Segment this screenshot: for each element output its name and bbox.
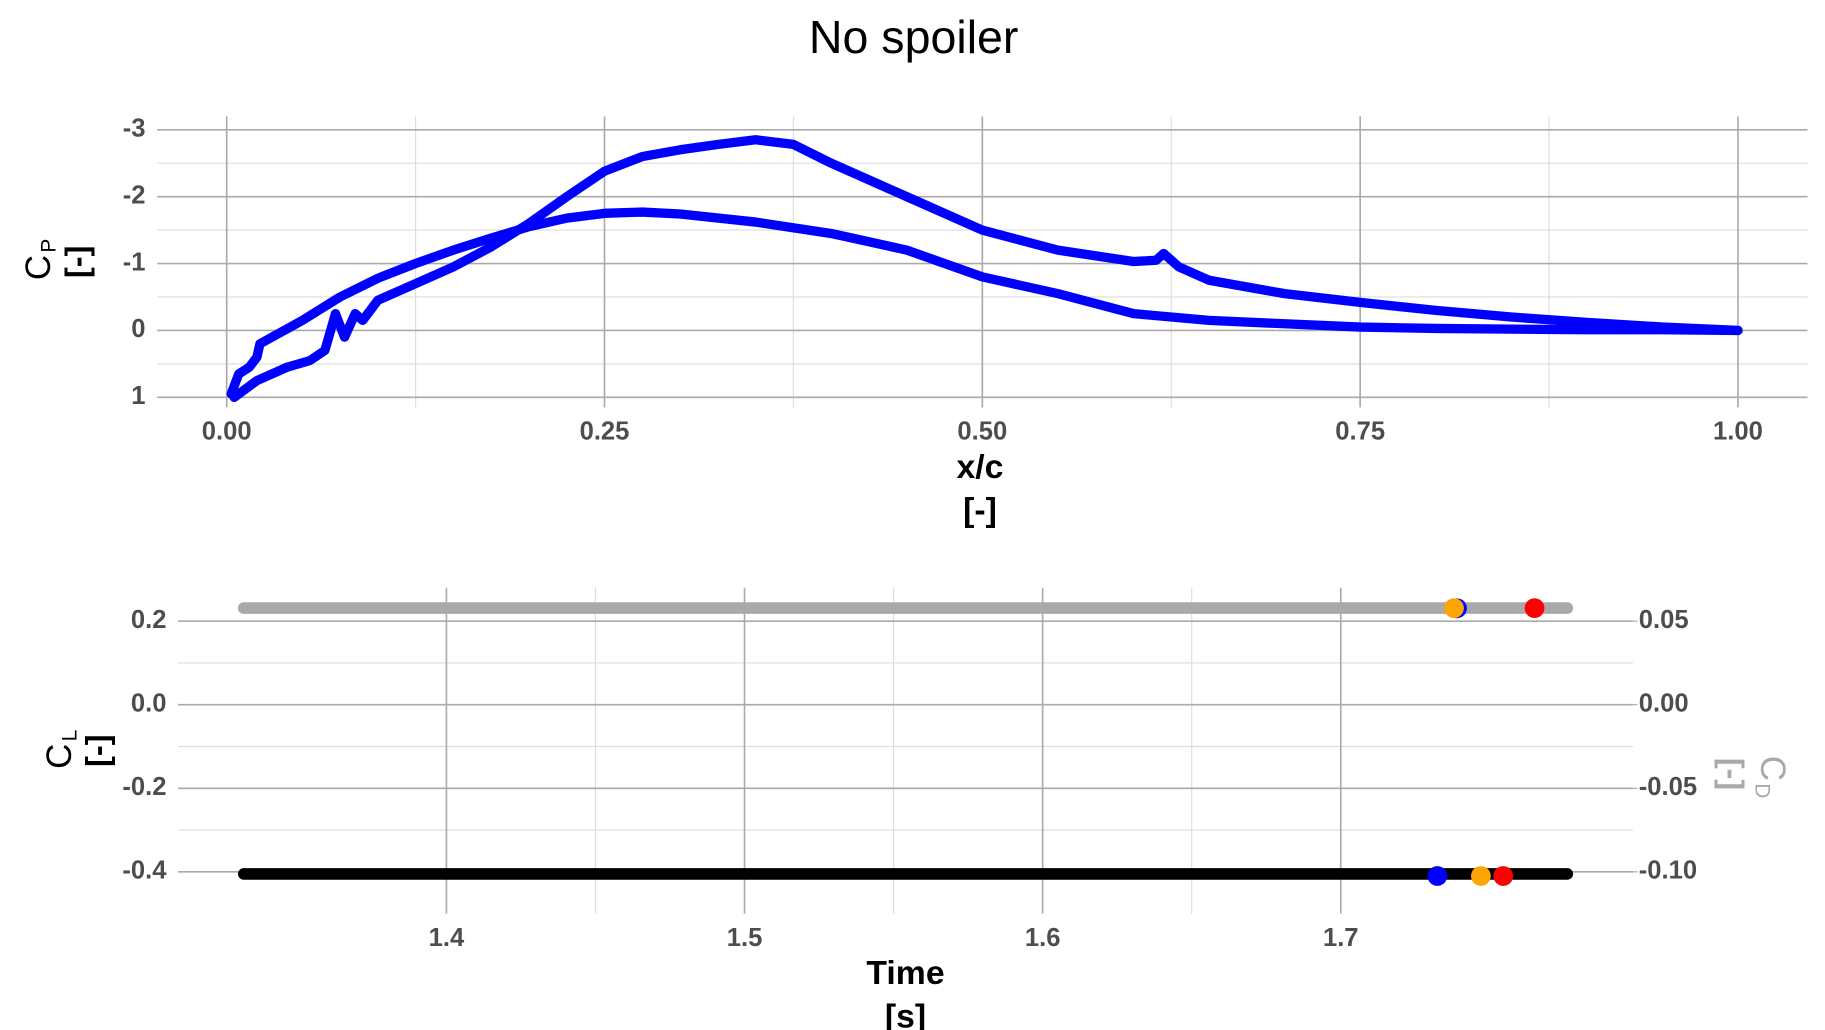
y2-tick-label: 0.00: [1639, 689, 1689, 717]
y-tick-label: 0: [131, 315, 145, 343]
point: [1444, 598, 1464, 619]
y-tick-label: 1: [131, 382, 145, 410]
grid: [157, 116, 1808, 408]
y-axis-unit: [-]: [80, 734, 116, 767]
y2-tick-label: -0.10: [1639, 857, 1697, 885]
x-tick-label: 1.7: [1323, 924, 1359, 952]
point: [1427, 866, 1448, 886]
y-axis-title: CL[-]: [40, 730, 116, 769]
y-axis-title-sub: L: [59, 730, 82, 742]
figure-title: No spoiler: [809, 11, 1019, 63]
x-tick-label: 0.00: [202, 418, 252, 446]
x-tick-label: 1.00: [1713, 418, 1763, 446]
point: [1493, 866, 1514, 886]
x-axis-title: Time: [866, 954, 944, 992]
y2-axis-title-main: C: [1753, 756, 1792, 781]
y-tick-label: -0.2: [122, 773, 166, 801]
x-tick-label: 0.25: [580, 418, 630, 446]
series-line: [226, 207, 1743, 399]
y-tick-label: -2: [123, 181, 146, 209]
x-axis-unit: [s]: [885, 997, 926, 1030]
y2-axis-title-sub: D: [1750, 783, 1773, 798]
y2-tick-label: 0.05: [1639, 606, 1689, 634]
y-axis-title-sub: P: [38, 239, 61, 253]
x-tick-label: 1.6: [1025, 924, 1061, 952]
x-axis-unit: [-]: [963, 491, 997, 529]
point: [1470, 866, 1491, 886]
x-tick-label: 0.50: [957, 418, 1007, 446]
y-tick-label: -1: [123, 248, 146, 276]
y-tick-label: 0.0: [131, 689, 167, 717]
y-axis-title-main: C: [19, 255, 58, 280]
series-line: [229, 135, 1743, 402]
y2-tick-label: -0.05: [1639, 773, 1697, 801]
chart: 1.4 1.5 1.6 1.7 -0.4 -0.2 0.0 0.2 -0.10 -0.05 0.00…: [40, 587, 1792, 1030]
y-axis-title: CP[-]: [19, 239, 95, 281]
x-tick-label: 1.4: [429, 924, 465, 952]
grid: [178, 587, 1633, 914]
x-axis-title: x/c: [957, 448, 1004, 486]
y-axis-unit: [-]: [59, 246, 95, 279]
point: [1524, 598, 1545, 619]
y-tick-label: -0.4: [122, 857, 167, 885]
y-tick-label: 0.2: [131, 606, 167, 634]
y-tick-label: -3: [123, 115, 146, 143]
y2-axis-unit: [-]: [1714, 758, 1750, 791]
x-tick-label: 0.75: [1335, 418, 1385, 446]
y-axis-title-main: C: [40, 744, 79, 769]
x-tick-label: 1.5: [727, 924, 763, 952]
y2-axis-title: CD[-]: [1714, 756, 1792, 799]
